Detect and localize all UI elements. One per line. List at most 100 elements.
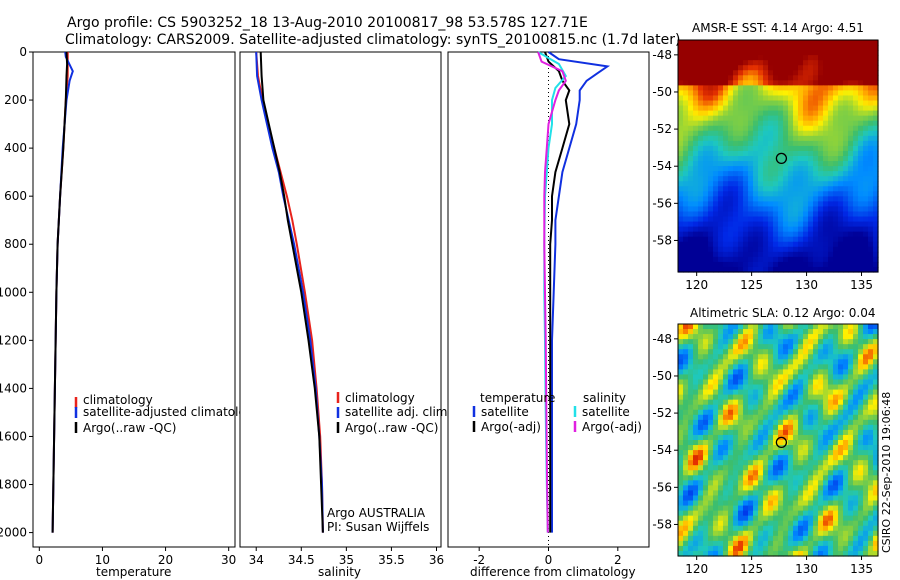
heatmap-cell (843, 434, 849, 441)
depth-tick-label: 2000 (0, 526, 27, 540)
heatmap-cell (683, 399, 689, 406)
heatmap-cell (798, 206, 804, 213)
sla-map-axes: 120 125 130 135-48-50-52-54-56-58 (652, 332, 873, 576)
heatmap-cell (698, 505, 704, 512)
heatmap-cell (768, 404, 774, 411)
heatmap-cell (808, 500, 814, 507)
heatmap-cell (733, 201, 739, 208)
heatmap-cell (698, 510, 704, 517)
heatmap-cell (828, 150, 834, 157)
heatmap-cell (718, 95, 724, 102)
heatmap-cell (778, 266, 784, 273)
heatmap-cell (853, 460, 859, 466)
heatmap-cell (783, 161, 789, 167)
heatmap-cell (683, 251, 689, 258)
heatmap-cell (803, 369, 809, 376)
heatmap-cell (793, 344, 799, 350)
heatmap-cell (718, 364, 724, 370)
heatmap-cell (833, 125, 839, 132)
heatmap-cell (773, 125, 779, 132)
heatmap-cell (838, 515, 844, 522)
heatmap-cell (838, 231, 844, 238)
heatmap-cell (828, 419, 834, 426)
heatmap-cell (708, 191, 714, 197)
heatmap-cell (798, 414, 804, 421)
heatmap-cell (693, 221, 699, 228)
heatmap-cell (853, 455, 859, 461)
heatmap-cell (733, 344, 739, 350)
heatmap-cell (823, 181, 829, 187)
heatmap-cell (838, 100, 844, 107)
legend-label-sal-satellite: satellite (582, 405, 630, 419)
heatmap-cell (833, 145, 839, 152)
heatmap-cell (688, 150, 694, 157)
heatmap-cell (798, 266, 804, 273)
heatmap-cell (853, 374, 859, 381)
heatmap-cell (823, 349, 829, 355)
heatmap-cell (793, 231, 799, 238)
heatmap-cell (868, 251, 874, 258)
heatmap-cell (708, 339, 714, 345)
heatmap-cell (718, 419, 724, 426)
heatmap-cell (783, 241, 789, 248)
heatmap-cell (718, 251, 724, 258)
legend-label-temp-argo: Argo(-adj) (481, 420, 541, 434)
heatmap-cell (873, 490, 879, 497)
heatmap-cell (698, 105, 704, 112)
heatmap-cell (863, 100, 869, 107)
heatmap-cell (808, 369, 814, 376)
heatmap-cell (873, 429, 879, 436)
heatmap-cell (703, 505, 709, 512)
heatmap-cell (718, 329, 724, 335)
heatmap-cell (843, 550, 849, 557)
heatmap-cell (693, 186, 699, 192)
heatmap-cell (713, 55, 719, 61)
heatmap-cell (858, 480, 864, 486)
heatmap-cell (818, 266, 824, 273)
heatmap-cell (813, 354, 819, 360)
heatmap-cell (763, 135, 769, 142)
heatmap-cell (688, 455, 694, 461)
heatmap-cell (818, 135, 824, 142)
heatmap-cell (683, 231, 689, 238)
heatmap-cell (788, 490, 794, 497)
heatmap-cell (813, 379, 819, 386)
heatmap-cell (788, 251, 794, 258)
heatmap-cell (818, 80, 824, 86)
heatmap-cell (773, 409, 779, 416)
heatmap-cell (843, 545, 849, 552)
heatmap-cell (753, 85, 759, 92)
heatmap-cell (713, 216, 719, 223)
heatmap-cell (733, 374, 739, 381)
heatmap-cell (853, 344, 859, 350)
heatmap-cell (713, 354, 719, 360)
heatmap-cell (743, 75, 749, 81)
heatmap-cell (863, 161, 869, 167)
heatmap-cell (853, 324, 859, 330)
heatmap-cell (863, 475, 869, 481)
heatmap-cell (768, 201, 774, 208)
heatmap-cell (833, 445, 839, 451)
heatmap-cell (768, 324, 774, 330)
heatmap-cell (858, 45, 864, 51)
heatmap-cell (768, 171, 774, 177)
heatmap-cell (808, 256, 814, 263)
heatmap-cell (708, 329, 714, 335)
heatmap-cell (788, 460, 794, 466)
heatmap-cell (798, 140, 804, 147)
heatmap-cell (778, 221, 784, 228)
heatmap-cell (873, 246, 879, 253)
heatmap-cell (718, 455, 724, 461)
heatmap-cell (733, 455, 739, 461)
heatmap-cell (763, 404, 769, 411)
heatmap-cell (743, 115, 749, 122)
heatmap-cell (788, 445, 794, 451)
heatmap-cell (733, 266, 739, 273)
heatmap-cell (848, 140, 854, 147)
heatmap-cell (873, 120, 879, 127)
heatmap-cell (843, 40, 849, 46)
heatmap-cell (818, 495, 824, 502)
heatmap-cell (763, 40, 769, 46)
heatmap-cell (693, 251, 699, 258)
heatmap-cell (743, 364, 749, 370)
